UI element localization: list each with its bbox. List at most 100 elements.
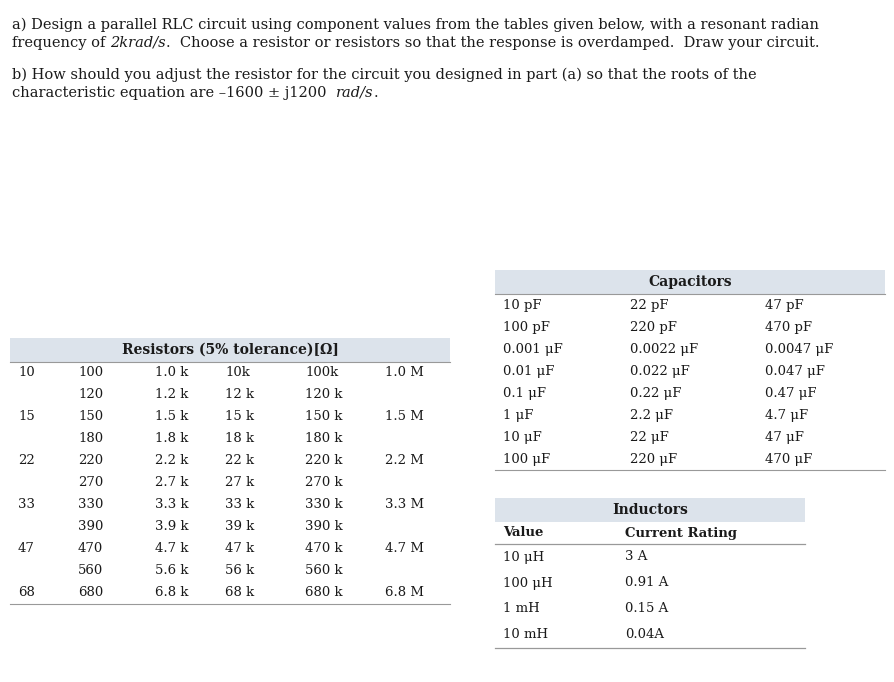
Text: 2krad/s: 2krad/s — [110, 36, 165, 50]
Text: 15: 15 — [18, 411, 35, 424]
Text: 0.1 μF: 0.1 μF — [502, 387, 545, 400]
Text: frequency of: frequency of — [12, 36, 110, 50]
Text: 15 k: 15 k — [224, 411, 254, 424]
Text: 1.8 k: 1.8 k — [155, 432, 188, 445]
Text: 470 k: 470 k — [305, 542, 342, 556]
Text: 0.15 A: 0.15 A — [624, 602, 668, 615]
Text: 220 k: 220 k — [305, 454, 342, 467]
Text: 1.5 k: 1.5 k — [155, 411, 188, 424]
Text: 100 pF: 100 pF — [502, 321, 549, 333]
Text: Capacitors: Capacitors — [647, 275, 731, 289]
Text: 3.3 M: 3.3 M — [384, 499, 424, 512]
Text: 120 k: 120 k — [305, 389, 342, 402]
Text: 0.022 μF: 0.022 μF — [629, 364, 689, 378]
Text: 2.7 k: 2.7 k — [155, 477, 189, 490]
Text: 0.04A: 0.04A — [624, 629, 663, 642]
Text: 5.6 k: 5.6 k — [155, 565, 189, 578]
Text: 3 A: 3 A — [624, 550, 646, 563]
Text: 1 μF: 1 μF — [502, 409, 533, 421]
Text: .: . — [373, 86, 377, 100]
Text: 0.0022 μF: 0.0022 μF — [629, 342, 697, 355]
Text: 27 k: 27 k — [224, 477, 254, 490]
Text: 0.01 μF: 0.01 μF — [502, 364, 553, 378]
Text: 270 k: 270 k — [305, 477, 342, 490]
Text: 0.001 μF: 0.001 μF — [502, 342, 562, 355]
Text: 100 μF: 100 μF — [502, 452, 550, 466]
Text: 22: 22 — [18, 454, 35, 467]
Text: 120: 120 — [78, 389, 103, 402]
Text: 33 k: 33 k — [224, 499, 254, 512]
Text: 47 k: 47 k — [224, 542, 254, 556]
Text: rad/s: rad/s — [335, 86, 373, 100]
Text: 560 k: 560 k — [305, 565, 342, 578]
Text: 560: 560 — [78, 565, 103, 578]
Text: 180 k: 180 k — [305, 432, 342, 445]
Text: Current Rating: Current Rating — [624, 527, 736, 539]
Bar — [10, 338, 450, 362]
Text: 3.9 k: 3.9 k — [155, 520, 189, 533]
Text: 2.2 M: 2.2 M — [384, 454, 424, 467]
Text: 10 μH: 10 μH — [502, 550, 544, 563]
Text: 100k: 100k — [305, 366, 338, 379]
Text: 47: 47 — [18, 542, 35, 556]
Text: b) How should you adjust the resistor for the circuit you designed in part (a) s: b) How should you adjust the resistor fo… — [12, 68, 755, 83]
Text: Inductors: Inductors — [611, 503, 687, 517]
Text: 220: 220 — [78, 454, 103, 467]
Text: 0.91 A: 0.91 A — [624, 576, 668, 589]
Text: 270: 270 — [78, 477, 103, 490]
Text: 220 μF: 220 μF — [629, 452, 677, 466]
Text: 0.047 μF: 0.047 μF — [764, 364, 824, 378]
Bar — [494, 498, 804, 522]
Text: 1.0 M: 1.0 M — [384, 366, 424, 379]
Text: 470 μF: 470 μF — [764, 452, 812, 466]
Text: .  Choose a resistor or resistors so that the response is overdamped.  Draw your: . Choose a resistor or resistors so that… — [165, 36, 818, 50]
Text: characteristic equation are –1600 ± j1200: characteristic equation are –1600 ± j120… — [12, 86, 335, 100]
Text: 330 k: 330 k — [305, 499, 342, 512]
Text: 0.47 μF: 0.47 μF — [764, 387, 815, 400]
Text: 4.7 k: 4.7 k — [155, 542, 189, 556]
Text: 390: 390 — [78, 520, 104, 533]
Text: Value: Value — [502, 527, 543, 539]
Text: 68 k: 68 k — [224, 587, 254, 599]
Text: 6.8 M: 6.8 M — [384, 587, 424, 599]
Text: 22 k: 22 k — [224, 454, 254, 467]
Text: 0.0047 μF: 0.0047 μF — [764, 342, 832, 355]
Text: 22 μF: 22 μF — [629, 430, 668, 443]
Text: 680 k: 680 k — [305, 587, 342, 599]
Text: 390 k: 390 k — [305, 520, 342, 533]
Text: 1.5 M: 1.5 M — [384, 411, 424, 424]
Text: 100: 100 — [78, 366, 103, 379]
Text: 6.8 k: 6.8 k — [155, 587, 189, 599]
Text: 10 pF: 10 pF — [502, 299, 541, 312]
Text: 12 k: 12 k — [224, 389, 254, 402]
Bar — [494, 270, 884, 294]
Text: 18 k: 18 k — [224, 432, 254, 445]
Text: 47 μF: 47 μF — [764, 430, 803, 443]
Text: 10 μF: 10 μF — [502, 430, 541, 443]
Text: 150 k: 150 k — [305, 411, 342, 424]
Text: 3.3 k: 3.3 k — [155, 499, 189, 512]
Text: 2.2 k: 2.2 k — [155, 454, 188, 467]
Text: 4.7 μF: 4.7 μF — [764, 409, 807, 421]
Text: 0.22 μF: 0.22 μF — [629, 387, 680, 400]
Text: 56 k: 56 k — [224, 565, 254, 578]
Text: 33: 33 — [18, 499, 35, 512]
Text: 150: 150 — [78, 411, 103, 424]
Text: 100 μH: 100 μH — [502, 576, 552, 589]
Text: 10 mH: 10 mH — [502, 629, 547, 642]
Text: 22 pF: 22 pF — [629, 299, 668, 312]
Text: 1 mH: 1 mH — [502, 602, 539, 615]
Text: 1.0 k: 1.0 k — [155, 366, 188, 379]
Text: 470: 470 — [78, 542, 103, 556]
Text: 68: 68 — [18, 587, 35, 599]
Text: 680: 680 — [78, 587, 103, 599]
Text: 47 pF: 47 pF — [764, 299, 803, 312]
Text: 1.2 k: 1.2 k — [155, 389, 188, 402]
Text: 180: 180 — [78, 432, 103, 445]
Text: Resistors (5% tolerance)[Ω]: Resistors (5% tolerance)[Ω] — [122, 343, 338, 357]
Text: 330: 330 — [78, 499, 104, 512]
Text: 10: 10 — [18, 366, 35, 379]
Text: 39 k: 39 k — [224, 520, 254, 533]
Text: 470 pF: 470 pF — [764, 321, 811, 333]
Text: 4.7 M: 4.7 M — [384, 542, 424, 556]
